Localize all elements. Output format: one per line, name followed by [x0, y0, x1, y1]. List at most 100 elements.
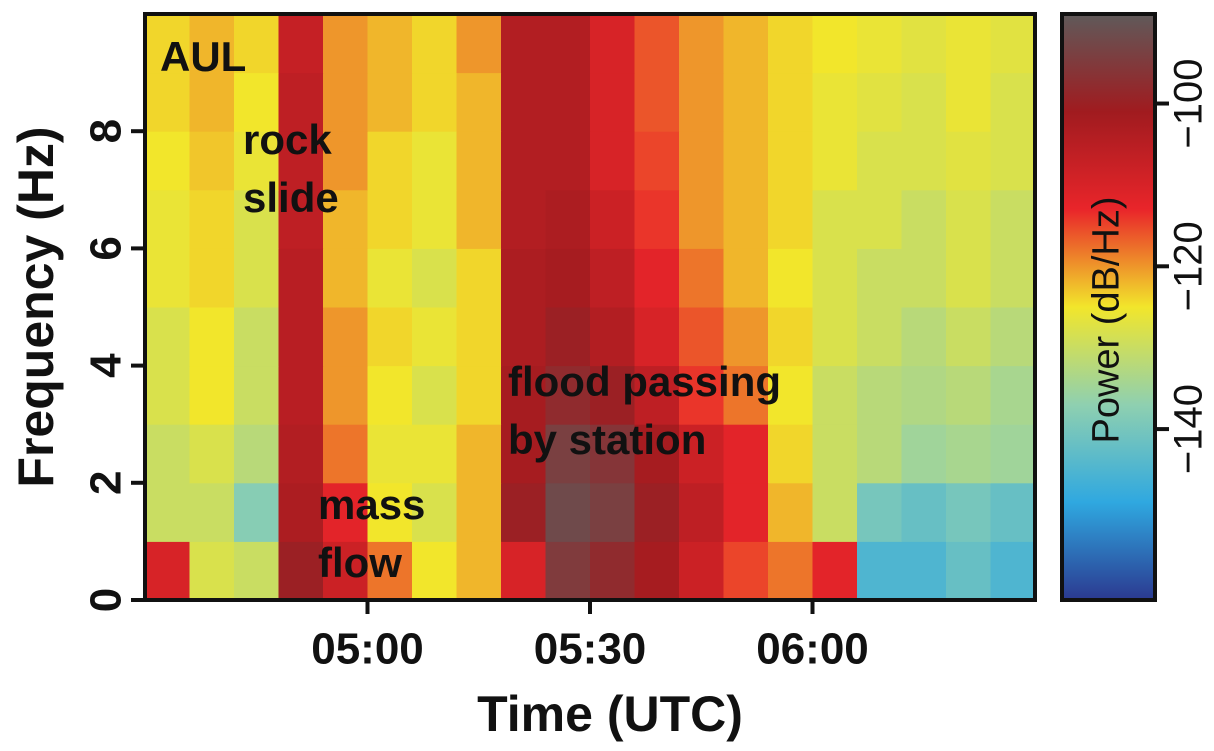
cell	[278, 307, 324, 367]
cell	[857, 541, 902, 601]
cell	[634, 307, 680, 367]
cell	[590, 365, 635, 425]
cell	[278, 14, 324, 74]
cell	[545, 248, 591, 308]
colorbar	[1060, 12, 1157, 602]
cell	[946, 541, 991, 601]
cell	[545, 307, 591, 367]
cell	[323, 424, 368, 484]
cell	[768, 14, 813, 74]
cell	[189, 307, 235, 367]
cell	[812, 541, 858, 601]
cell	[946, 131, 991, 191]
y-tick-label: 8	[82, 119, 131, 143]
cell	[723, 14, 769, 74]
cell	[501, 541, 546, 601]
cell	[634, 131, 680, 191]
annotation: flood passing	[508, 358, 781, 405]
annotation: slide	[243, 174, 339, 221]
cell	[590, 541, 635, 601]
cell	[901, 248, 947, 308]
cell	[990, 14, 1036, 74]
y-tick-label: 4	[82, 353, 131, 378]
cell	[679, 248, 724, 308]
cell	[367, 365, 413, 425]
cell	[901, 482, 947, 542]
cell	[545, 189, 591, 249]
annotation: flow	[318, 539, 402, 586]
cell	[990, 189, 1036, 249]
cell	[901, 541, 947, 601]
cell	[456, 541, 502, 601]
cell	[857, 365, 902, 425]
cell	[545, 424, 591, 484]
cell	[412, 131, 457, 191]
annotation: mass	[318, 481, 425, 528]
cell	[323, 365, 368, 425]
cell	[590, 72, 635, 132]
cell	[501, 482, 546, 542]
cell	[679, 72, 724, 132]
cell	[367, 189, 413, 249]
cell	[723, 72, 769, 132]
cell	[990, 307, 1036, 367]
cell	[768, 189, 813, 249]
cell	[901, 72, 947, 132]
cell	[946, 248, 991, 308]
cell	[367, 131, 413, 191]
cell	[812, 131, 858, 191]
cell	[412, 189, 457, 249]
cell	[189, 541, 235, 601]
cell	[768, 541, 813, 601]
cell	[634, 248, 680, 308]
cell	[990, 131, 1036, 191]
cell	[412, 541, 457, 601]
cell	[590, 189, 635, 249]
cell	[323, 248, 368, 308]
cell	[812, 307, 858, 367]
cell	[857, 72, 902, 132]
cell	[367, 541, 413, 601]
cell	[679, 541, 724, 601]
cell	[501, 424, 546, 484]
cell	[901, 14, 947, 74]
cell	[412, 248, 457, 308]
cell	[990, 482, 1036, 542]
cell	[990, 541, 1036, 601]
cell	[412, 307, 457, 367]
cell	[145, 424, 190, 484]
cell	[590, 482, 635, 542]
cell	[857, 189, 902, 249]
cell	[189, 189, 235, 249]
cell	[590, 14, 635, 74]
cell	[234, 424, 279, 484]
cell	[990, 365, 1036, 425]
colorbar-tick-label: −140	[1167, 384, 1211, 474]
cell	[367, 307, 413, 367]
cell	[901, 189, 947, 249]
cell	[456, 14, 502, 74]
cell	[812, 365, 858, 425]
cell	[857, 307, 902, 367]
cell	[189, 482, 235, 542]
cell	[768, 365, 813, 425]
cell	[634, 189, 680, 249]
cell	[723, 365, 769, 425]
cell	[189, 248, 235, 308]
cell	[634, 14, 680, 74]
cell	[456, 307, 502, 367]
cell	[634, 541, 680, 601]
cell	[901, 307, 947, 367]
cell	[367, 248, 413, 308]
cell	[634, 482, 680, 542]
cell	[545, 482, 591, 542]
cell	[456, 482, 502, 542]
cell	[812, 248, 858, 308]
cell	[679, 482, 724, 542]
x-tick-label: 05:00	[311, 625, 424, 674]
cell	[278, 541, 324, 601]
cell	[545, 541, 591, 601]
annotation: by station	[508, 416, 706, 463]
cell	[501, 248, 546, 308]
cell	[768, 424, 813, 484]
